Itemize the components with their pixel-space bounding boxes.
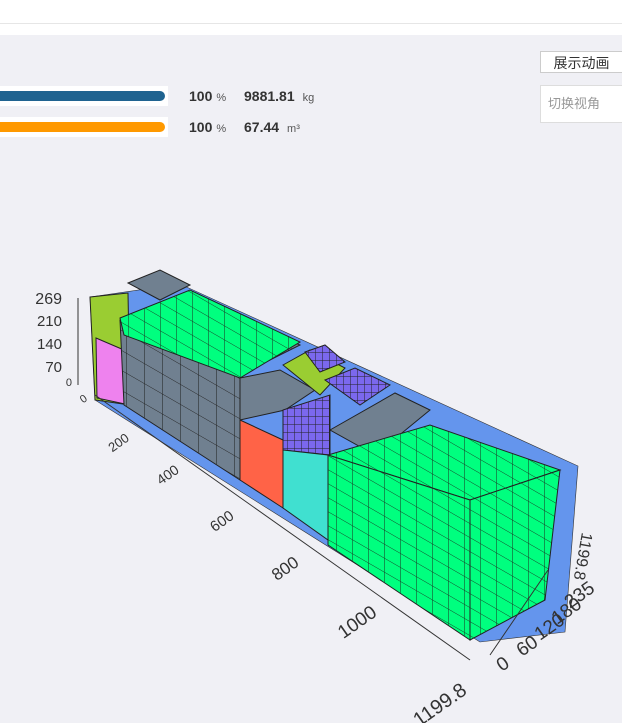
amount-value: 67.44 xyxy=(244,119,280,135)
amount: 9881.81 kg xyxy=(244,88,314,104)
percent: 100% xyxy=(189,119,226,135)
percent-unit: % xyxy=(216,92,227,104)
length-tick: 1000 xyxy=(334,602,381,643)
container xyxy=(89,269,579,643)
animate-button[interactable]: 展示动画 xyxy=(540,51,622,73)
top-bar xyxy=(0,0,622,24)
amount-value: 9881.81 xyxy=(244,88,295,104)
length-tick: 200 xyxy=(105,430,131,455)
percent: 100% xyxy=(189,88,226,104)
height-tick: 140 xyxy=(37,336,62,353)
stat-row: 100% 9881.81 kg xyxy=(0,86,400,106)
stat-row: 100% 67.44 m³ xyxy=(0,117,400,137)
amount: 67.44 m³ xyxy=(244,119,300,135)
height-tick: 210 xyxy=(37,313,62,330)
axes xyxy=(77,298,549,661)
progress-bar xyxy=(0,122,165,132)
width-tick: 0 xyxy=(493,653,514,676)
amount-unit: m³ xyxy=(287,123,300,135)
height-tick: 0 xyxy=(66,377,72,389)
side-label: 1199.8 xyxy=(570,531,595,581)
amount-unit: kg xyxy=(302,92,315,104)
length-tick: 600 xyxy=(207,507,237,535)
height-tick: 70 xyxy=(45,359,62,376)
height-tick: 269 xyxy=(35,291,62,308)
length-tick: 400 xyxy=(153,461,181,488)
percent-value: 100 xyxy=(189,88,213,104)
percent-value: 100 xyxy=(189,119,213,135)
percent-unit: % xyxy=(216,123,227,135)
length-tick: 800 xyxy=(268,553,302,585)
progress-bar xyxy=(0,91,165,101)
length-tick: 1199.8 xyxy=(409,679,471,723)
length-tick: 0 xyxy=(78,393,90,406)
view-input[interactable]: 切换视角 xyxy=(540,85,622,123)
